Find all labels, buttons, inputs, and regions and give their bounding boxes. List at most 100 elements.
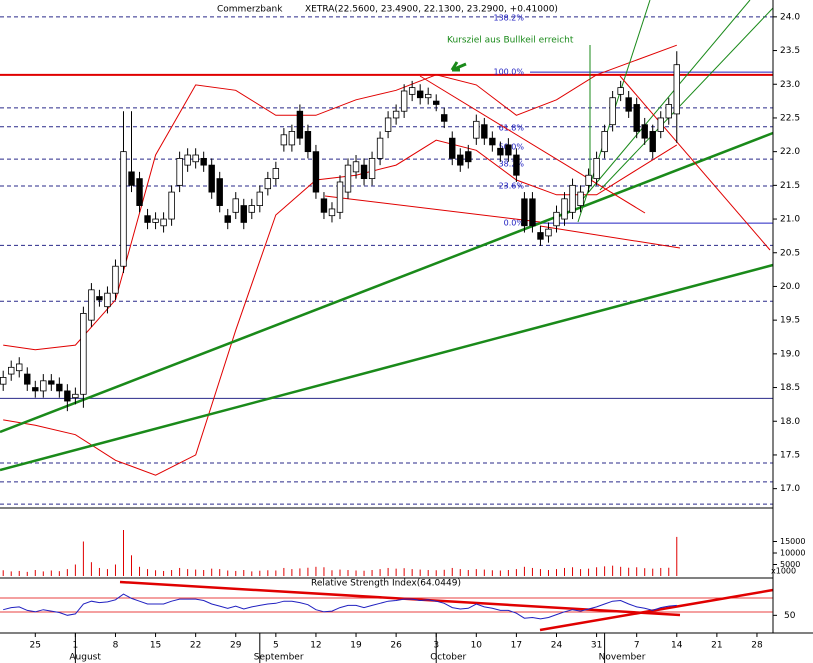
rsi-tick-label: 50 — [784, 611, 796, 621]
bollinger-band — [3, 139, 678, 476]
candle-body — [232, 198, 239, 213]
bands-layer — [3, 44, 678, 476]
candle-body — [376, 137, 384, 159]
x-tick-label: 25 — [30, 641, 41, 651]
month-label: September — [254, 653, 304, 663]
fib-label: 100.0% — [493, 68, 524, 77]
candle-body — [136, 178, 143, 206]
candle-body — [192, 154, 199, 163]
volume-tick-label: 15000 — [780, 537, 805, 546]
x-tick-label: 15 — [150, 641, 161, 651]
candle-body — [457, 154, 464, 166]
candle-body — [0, 377, 7, 385]
candle-body — [529, 198, 536, 227]
candle-body — [384, 117, 392, 132]
x-tick-label: 21 — [711, 641, 722, 651]
month-label: October — [430, 653, 466, 663]
candle-body — [449, 137, 456, 159]
candle-body — [553, 211, 560, 227]
candle-body — [128, 171, 135, 186]
y-tick-label: 21.0 — [780, 215, 800, 225]
fib-label: 38.2% — [499, 159, 525, 168]
trendline — [0, 131, 774, 434]
candle-body — [601, 131, 608, 153]
candle-body — [352, 161, 360, 173]
candle-body — [32, 387, 39, 392]
trendlines — [0, 0, 774, 632]
y-tick-label: 19.5 — [780, 316, 800, 326]
x-tick-label: 5 — [273, 641, 279, 651]
candle-body — [368, 157, 376, 180]
candle-body — [585, 174, 592, 186]
candle-body — [577, 191, 584, 206]
candle-body — [224, 215, 231, 223]
bollinger-band — [3, 44, 677, 351]
x-tick-label: 28 — [751, 641, 763, 651]
candle-body — [8, 366, 15, 375]
y-tick-label: 17.0 — [780, 484, 800, 494]
volume-tick-label: 5000 — [780, 560, 800, 569]
x-tick-label: 26 — [390, 641, 402, 651]
candle-body — [320, 198, 328, 213]
candle-body — [392, 110, 400, 119]
candle-body — [625, 97, 632, 112]
grid-layer: 17.0 17.5 18.0 18.5 19.0 19.5 20.0 20.5 21.0 21.5… — [0, 12, 805, 663]
candle-body — [208, 164, 215, 193]
candle-body — [168, 191, 175, 220]
candle-body — [144, 215, 151, 223]
candle-body — [152, 218, 159, 223]
candle-body — [473, 120, 480, 139]
candle-body — [272, 168, 280, 180]
candle-body — [521, 198, 528, 227]
y-tick-label: 22.5 — [780, 113, 800, 123]
candle-body — [633, 104, 640, 132]
candle-body — [593, 157, 600, 180]
candle-body — [497, 147, 504, 156]
candle-body — [400, 90, 408, 112]
fib-label: 0.0% — [504, 219, 525, 228]
candle-body — [248, 205, 255, 213]
x-tick-label: 29 — [230, 641, 242, 651]
y-tick-label: 22.0 — [780, 147, 800, 157]
fib-label: 23.6% — [499, 182, 525, 191]
rsi-trendline — [539, 588, 774, 632]
candle-body — [665, 104, 672, 119]
x-tick-label: 31 — [591, 641, 602, 651]
trendline — [0, 263, 774, 472]
candle-body — [569, 184, 576, 213]
candle-body — [256, 191, 264, 206]
candle-body — [72, 393, 79, 399]
volume-tick-label: 10000 — [780, 549, 805, 558]
fib-label: 138.2% — [493, 14, 524, 23]
candle-body — [80, 313, 87, 395]
candle-body — [344, 164, 352, 193]
x-tick-label: 7 — [634, 641, 640, 651]
candle-body — [505, 144, 512, 156]
y-tick-label: 17.5 — [780, 450, 800, 460]
candle-body — [184, 154, 191, 166]
trendline — [581, 0, 751, 201]
trendline — [324, 195, 541, 223]
candle-body — [657, 117, 664, 132]
candle-body — [328, 208, 336, 217]
trendline — [619, 75, 771, 251]
candle-body — [280, 134, 288, 146]
y-tick-label: 23.0 — [780, 80, 800, 90]
chart-subtitle: XETRA(22.5600, 23.4900, 22.1300, 23.2900… — [305, 5, 558, 15]
month-label: November — [599, 653, 646, 663]
y-tick-label: 21.5 — [780, 181, 800, 191]
candle-body — [200, 157, 207, 166]
month-label: August — [69, 653, 101, 663]
chart-title: Commerzbank — [217, 5, 283, 15]
y-tick-label: 23.5 — [780, 46, 800, 56]
candle-body — [441, 114, 448, 122]
candle-body — [96, 296, 103, 301]
candle-body — [649, 131, 656, 153]
candle-body — [465, 151, 472, 163]
y-tick-label: 20.0 — [780, 282, 800, 292]
candle-body — [24, 373, 31, 385]
fib-label: 61.8% — [499, 124, 525, 133]
y-tick-label: 20.5 — [780, 248, 800, 258]
x-tick-label: 10 — [471, 641, 483, 651]
arrow — [450, 61, 467, 72]
